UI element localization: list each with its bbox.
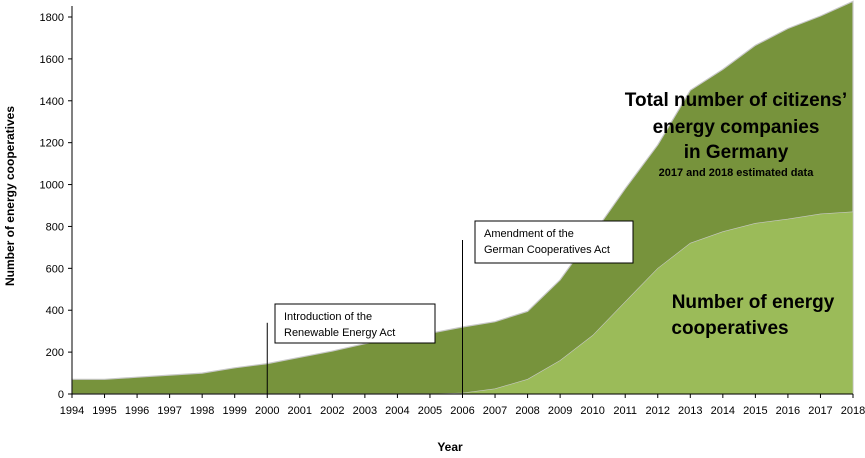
x-tick-label: 2005 (418, 405, 442, 417)
annotation-text-1-line-2: Renewable Energy Act (284, 327, 395, 339)
x-tick-labels: 1994 1995 1996 1997 1998 1999 2000 2001 2002 2003… (60, 394, 865, 417)
annotation-text-2-line-2: German Cooperatives Act (484, 244, 610, 256)
y-tick-label: 1800 (40, 12, 64, 24)
x-tick-label: 1997 (157, 405, 181, 417)
annotation-box-2 (474, 220, 634, 264)
y-tick-label: 800 (46, 221, 64, 233)
coop-series-label: Number of energy cooperatives (671, 292, 834, 339)
x-tick-label: 2010 (580, 405, 604, 417)
x-tick-label: 2011 (613, 405, 637, 417)
chart-annotations: Introduction of the Renewable Energy Act A… (266, 220, 634, 394)
y-tick-label: 200 (46, 347, 64, 359)
x-tick-label: 1996 (125, 405, 149, 417)
x-tick-label: 2013 (678, 405, 702, 417)
x-tick-label: 2000 (255, 405, 279, 417)
coop-label-line-1: Number of energy (672, 292, 835, 313)
x-tick-label: 2007 (483, 405, 507, 417)
annotation-text-1-line-1: Introduction of the (284, 311, 372, 323)
y-axis-title: Number of energy cooperatives (3, 106, 17, 286)
x-tick-label: 1995 (92, 405, 116, 417)
total-label-line-1: Total number of citizens’ (625, 90, 847, 111)
x-tick-label: 2009 (548, 405, 572, 417)
x-tick-label: 2018 (841, 405, 865, 417)
total-label-line-2: energy companies (653, 117, 820, 138)
coop-label-line-2: cooperatives (671, 318, 788, 339)
y-tick-label: 400 (46, 305, 64, 317)
x-tick-label: 2003 (353, 405, 377, 417)
total-series-label: Total number of citizens’ energy compani… (625, 90, 847, 179)
y-tick-label: 1600 (40, 54, 64, 66)
x-tick-label: 1999 (222, 405, 246, 417)
y-tick-label: 600 (46, 263, 64, 275)
y-tick-label: 1400 (40, 96, 64, 108)
y-tick-labels: 0 200 400 600 800 1000 1200 1400 1600 1800 (40, 12, 72, 401)
x-tick-label: 2014 (711, 405, 735, 417)
x-axis-title: Year (437, 440, 463, 454)
x-tick-label: 2015 (743, 405, 767, 417)
annotation-text-2-line-1: Amendment of the (484, 228, 574, 240)
y-tick-label: 1000 (40, 180, 64, 192)
y-tick-label: 0 (58, 389, 64, 401)
x-tick-label: 2017 (808, 405, 832, 417)
x-tick-label: 2008 (515, 405, 539, 417)
estimate-note: 2017 and 2018 estimated data (659, 167, 815, 179)
total-label-line-3: in Germany (684, 142, 789, 163)
y-tick-label: 1200 (40, 138, 64, 150)
x-tick-label: 2004 (385, 405, 409, 417)
x-tick-label: 2002 (320, 405, 344, 417)
x-tick-label: 2012 (646, 405, 670, 417)
x-tick-label: 2001 (288, 405, 312, 417)
annotation-box-1 (274, 303, 436, 344)
x-tick-label: 1998 (190, 405, 214, 417)
x-tick-label: 1994 (60, 405, 84, 417)
x-tick-label: 2016 (776, 405, 800, 417)
x-tick-label: 2006 (450, 405, 474, 417)
